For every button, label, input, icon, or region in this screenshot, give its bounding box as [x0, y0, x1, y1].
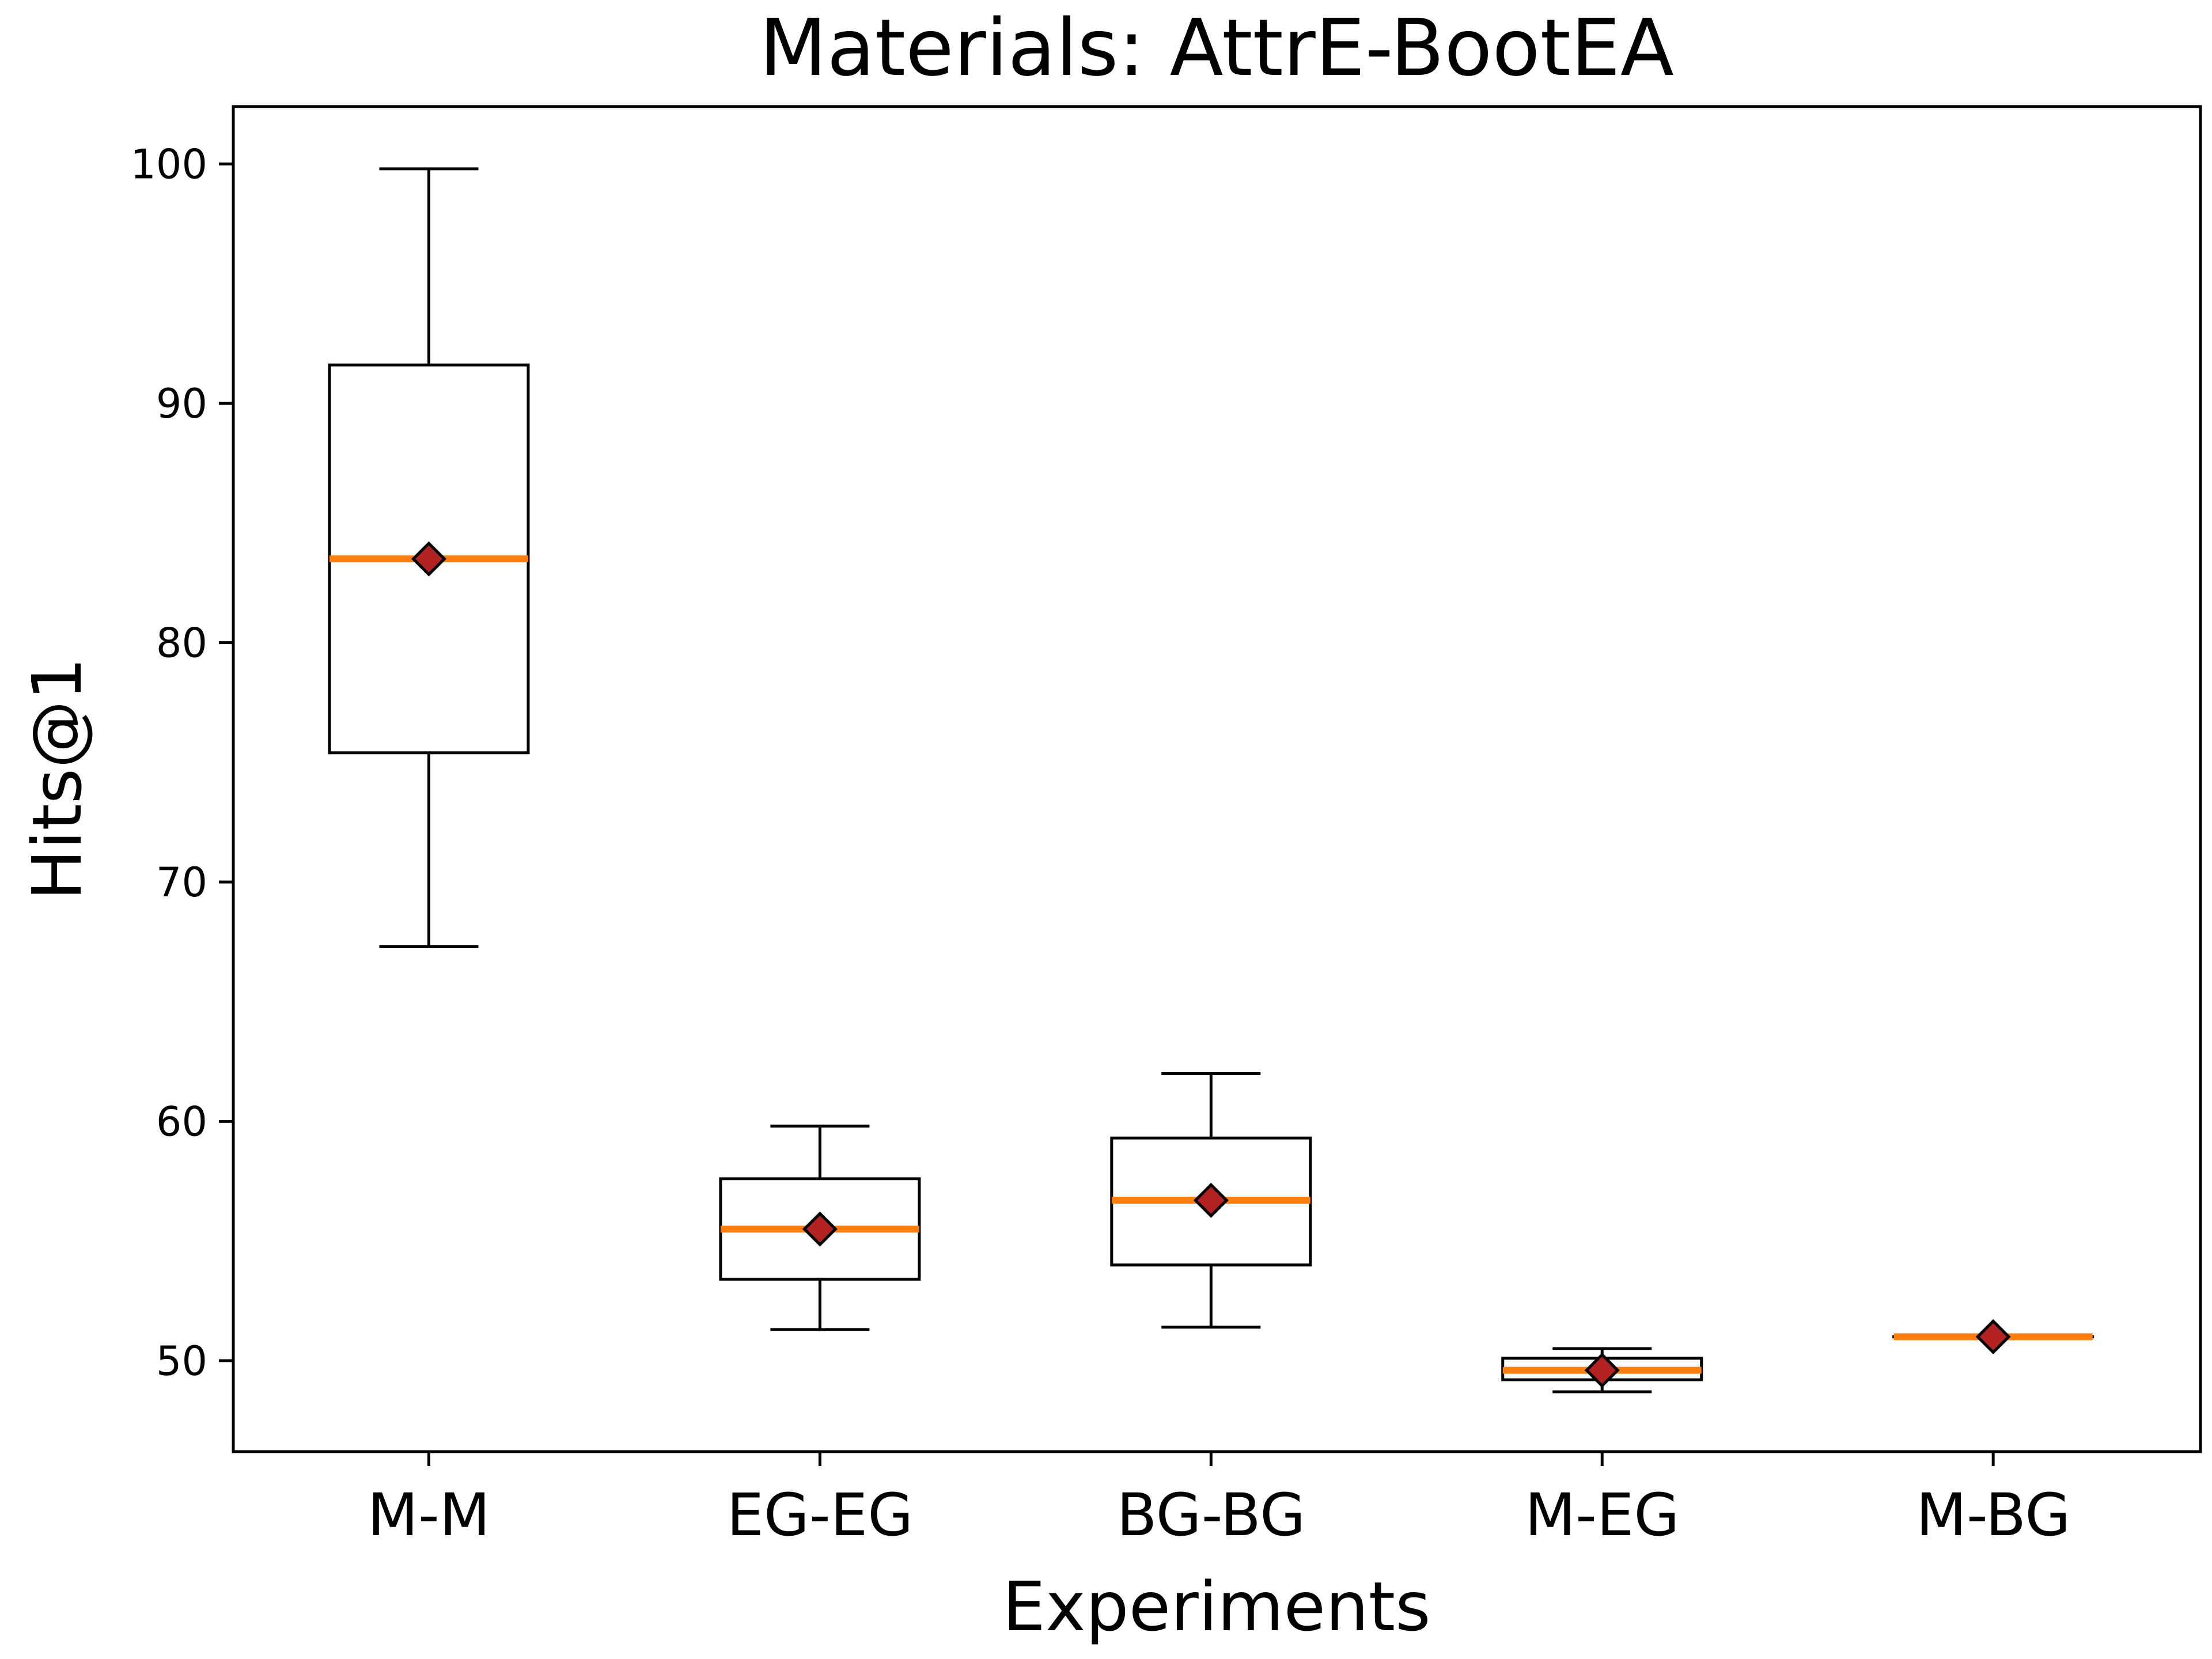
- axes-frame: [232, 105, 2202, 1453]
- y-tick-label: 60: [156, 1099, 207, 1146]
- y-tick-label: 80: [156, 620, 207, 667]
- y-axis-label: Hits@1: [17, 657, 97, 900]
- chart-title: Materials: AttrE-BootEA: [759, 3, 1674, 94]
- x-tick-label: M-M: [368, 1481, 490, 1550]
- y-tick-label: 90: [156, 380, 207, 427]
- y-tick-label: 70: [156, 859, 207, 906]
- mean-marker: [1584, 1353, 1620, 1388]
- plot-area: 50 60 70 80 90 100 M-M EG-EG BG-BG M-EG M-BG: [130, 141, 2094, 1550]
- mean-marker: [1193, 1183, 1229, 1218]
- x-axis-label: Experiments: [1002, 1567, 1430, 1646]
- y-tick-label: 100: [130, 141, 207, 188]
- mean-marker: [1975, 1319, 2011, 1355]
- x-tick-label: M-BG: [1916, 1481, 2070, 1550]
- mean-marker: [411, 541, 446, 577]
- y-tick-label: 50: [156, 1338, 207, 1385]
- x-tick-label: M-EG: [1525, 1481, 1679, 1550]
- mean-marker: [802, 1211, 838, 1247]
- x-tick-label: BG-BG: [1117, 1481, 1306, 1550]
- x-tick-label: EG-EG: [726, 1481, 913, 1550]
